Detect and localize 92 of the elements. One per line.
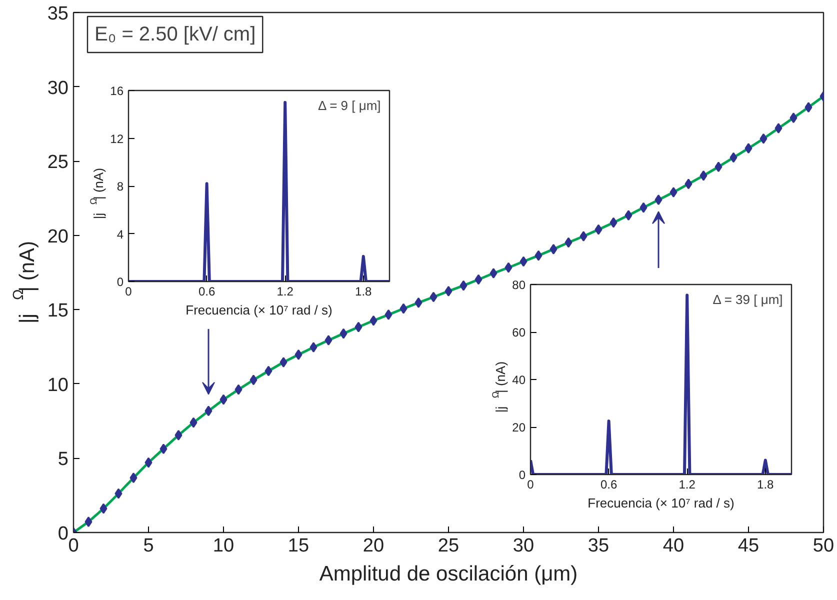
x-tick-label: 40 — [662, 536, 684, 556]
point — [774, 122, 782, 134]
point — [160, 444, 168, 454]
y-tick-label: 0 — [116, 275, 124, 289]
y-tick-label: 5 — [58, 449, 69, 470]
point — [684, 178, 692, 190]
point — [310, 342, 318, 352]
point — [610, 217, 618, 228]
x-tick-label: 1.2 — [276, 284, 294, 298]
x-tick-label: 5 — [143, 536, 154, 556]
y-tick-label: 60 — [512, 326, 526, 340]
x-tick-label: 0.6 — [198, 284, 216, 298]
x-tick-label: 10 — [212, 536, 234, 556]
y-tick-label: 40 — [512, 373, 526, 387]
point — [804, 102, 812, 113]
x-tick-label: 25 — [438, 536, 460, 556]
point — [400, 303, 408, 314]
x-axis-title: Frecuencia (× 10⁷ rad / s) — [588, 496, 734, 510]
point — [474, 274, 482, 285]
y-tick-label: 15 — [47, 300, 69, 322]
x-tick-label: 45 — [738, 536, 760, 556]
point — [580, 231, 588, 242]
x-tick-label: 0.6 — [600, 478, 618, 492]
point — [114, 488, 122, 499]
point — [654, 194, 662, 206]
x-tick-label: 15 — [288, 536, 310, 556]
point — [790, 112, 798, 124]
point — [460, 280, 468, 291]
point — [294, 349, 302, 360]
x-tick-label: 50 — [812, 536, 834, 556]
point — [250, 374, 258, 386]
x-axis-title: Amplitud de oscilación (μm) — [319, 562, 578, 586]
x-tick-label: 1.8 — [355, 284, 372, 298]
point — [520, 256, 528, 267]
point — [700, 170, 708, 181]
x-tick-label: 1.8 — [757, 478, 774, 492]
point — [370, 315, 378, 326]
point — [760, 133, 768, 144]
point — [84, 516, 92, 528]
point — [340, 328, 348, 339]
point — [714, 162, 722, 172]
y-axis-title: |jΩ| (nA) — [490, 361, 508, 413]
y-tick-label: 35 — [47, 4, 69, 24]
point — [174, 430, 182, 440]
point — [280, 356, 288, 368]
x-tick-label: 0 — [125, 284, 132, 298]
y-tick-label: 20 — [47, 226, 69, 248]
y-tick-label: 20 — [512, 420, 526, 434]
point — [234, 384, 242, 395]
point — [730, 152, 738, 163]
point — [204, 406, 212, 416]
point — [670, 187, 678, 198]
point — [444, 286, 452, 296]
y-tick-label: 8 — [116, 180, 124, 194]
point — [624, 210, 632, 221]
point — [324, 335, 332, 346]
point — [594, 224, 602, 235]
x-tick-label: 0 — [527, 478, 534, 492]
point — [190, 417, 198, 428]
point — [130, 472, 138, 484]
y-tick-label: 0 — [518, 468, 526, 482]
y-tick-label: 10 — [47, 374, 69, 396]
y-tick-label: 30 — [47, 78, 69, 99]
annotation: Δ = 39 [ μm] — [712, 292, 783, 307]
y-tick-label: 80 — [512, 278, 526, 292]
x-tick-label: 1.2 — [678, 478, 696, 492]
point — [550, 244, 558, 254]
point — [220, 394, 228, 405]
point — [144, 457, 152, 468]
point — [354, 322, 362, 332]
point — [414, 297, 422, 308]
point — [430, 292, 438, 302]
annotation: E₀ = 2.50 [kV/ cm] — [94, 24, 256, 46]
x-tick-label: 20 — [362, 536, 384, 556]
y-tick-label: 16 — [110, 84, 124, 98]
point — [534, 250, 542, 261]
point — [504, 262, 512, 273]
x-axis-title: Frecuencia (× 10⁷ rad / s) — [186, 302, 332, 318]
point — [384, 309, 392, 320]
point — [744, 143, 752, 154]
x-tick-label: 35 — [588, 536, 610, 556]
annotation: Δ = 9 [ μm] — [318, 98, 381, 113]
y-axis-title: |jΩ| (nA) — [88, 168, 106, 220]
y-tick-label: 25 — [47, 152, 69, 174]
point — [490, 268, 498, 278]
y-tick-label: 12 — [110, 132, 124, 146]
y-axis-title: |jΩ| (nA) — [11, 240, 39, 324]
y-tick-label: 4 — [116, 227, 124, 242]
point — [100, 503, 108, 514]
point — [264, 366, 272, 376]
point — [564, 237, 572, 248]
point — [640, 202, 648, 213]
